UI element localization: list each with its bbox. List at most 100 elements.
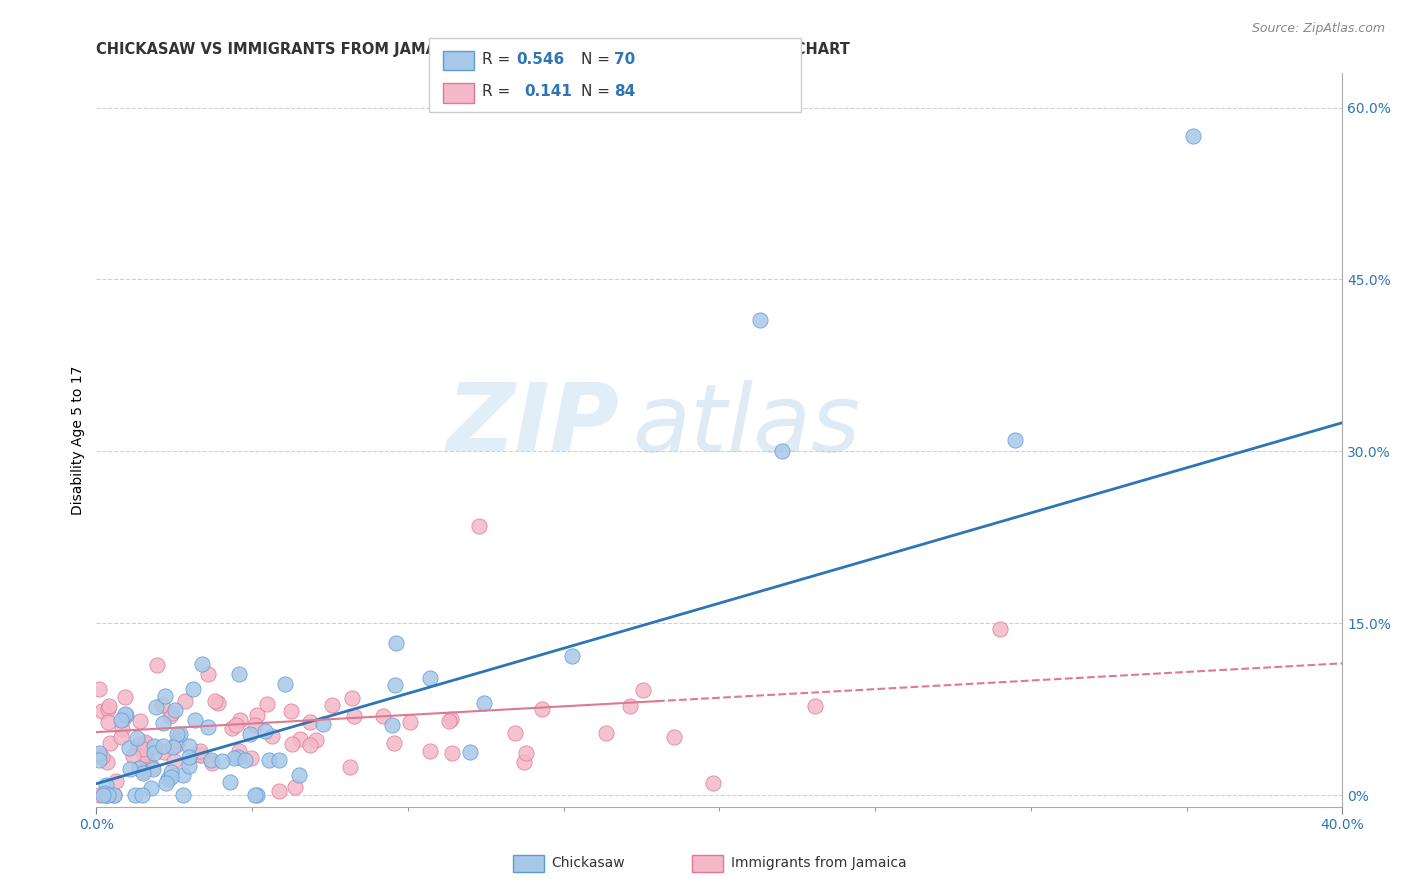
Point xyxy=(127,738,149,752)
Text: atlas: atlas xyxy=(633,380,860,471)
Point xyxy=(98,736,121,750)
Point xyxy=(97,714,120,729)
Point xyxy=(221,721,243,735)
Point xyxy=(239,727,262,741)
Point xyxy=(256,698,278,712)
Text: 0.141: 0.141 xyxy=(524,85,572,99)
Point xyxy=(118,741,141,756)
Point xyxy=(89,753,111,767)
Point xyxy=(748,312,770,326)
Point xyxy=(110,713,132,727)
Text: Chickasaw: Chickasaw xyxy=(551,856,624,871)
Point xyxy=(135,738,157,752)
Point xyxy=(139,780,162,795)
Point xyxy=(94,786,117,800)
Point xyxy=(114,690,136,704)
Point xyxy=(259,753,281,767)
Point xyxy=(97,788,120,802)
Point xyxy=(124,788,146,802)
Point xyxy=(633,683,655,698)
Point xyxy=(229,713,252,727)
Text: ZIP: ZIP xyxy=(447,379,620,471)
Point xyxy=(188,744,211,758)
Point xyxy=(245,788,267,802)
Point xyxy=(440,712,463,726)
Point xyxy=(131,764,153,778)
Point xyxy=(441,747,464,761)
Point xyxy=(152,715,174,730)
Point xyxy=(197,667,219,681)
Point xyxy=(267,753,290,767)
Point xyxy=(152,739,174,753)
Point xyxy=(224,750,246,764)
Point xyxy=(166,727,188,741)
Point xyxy=(89,788,111,802)
Point xyxy=(191,657,214,671)
Point xyxy=(104,774,127,789)
Point xyxy=(128,761,150,775)
Point xyxy=(177,759,200,773)
Point xyxy=(305,733,328,747)
Point xyxy=(89,748,111,763)
Point xyxy=(136,751,159,765)
Point xyxy=(226,749,249,764)
Point xyxy=(770,444,793,458)
Point xyxy=(155,776,177,790)
Point xyxy=(163,754,186,768)
Point xyxy=(129,714,152,729)
Point xyxy=(157,772,180,786)
Point xyxy=(419,744,441,758)
Point xyxy=(141,760,163,774)
Point xyxy=(298,715,321,730)
Point xyxy=(169,726,191,740)
Point xyxy=(211,754,233,768)
Point xyxy=(177,739,200,754)
Point xyxy=(134,735,156,749)
Point xyxy=(131,788,153,802)
Point xyxy=(503,726,526,740)
Point xyxy=(458,745,481,759)
Text: R =: R = xyxy=(482,53,516,67)
Point xyxy=(132,740,155,755)
Point xyxy=(1004,433,1026,447)
Point xyxy=(143,739,166,753)
Text: 70: 70 xyxy=(614,53,636,67)
Point xyxy=(988,622,1011,636)
Point xyxy=(513,756,536,770)
Point xyxy=(702,775,724,789)
Point xyxy=(89,682,111,697)
Point xyxy=(382,736,405,750)
Point xyxy=(90,749,112,764)
Point xyxy=(288,768,311,782)
Text: N =: N = xyxy=(581,53,614,67)
Point xyxy=(373,708,395,723)
Text: R =: R = xyxy=(482,85,520,99)
Point xyxy=(98,698,121,713)
Point xyxy=(167,733,190,747)
Point xyxy=(399,714,422,729)
Point xyxy=(134,745,156,759)
Point xyxy=(134,748,156,763)
Point xyxy=(200,753,222,767)
Text: Source: ZipAtlas.com: Source: ZipAtlas.com xyxy=(1251,22,1385,36)
Point xyxy=(94,788,117,802)
Point xyxy=(284,780,307,794)
Point xyxy=(468,519,491,533)
Point xyxy=(143,746,166,760)
Point xyxy=(177,750,200,764)
Point xyxy=(342,690,364,705)
Point xyxy=(114,707,136,722)
Point xyxy=(804,698,827,713)
Point xyxy=(531,702,554,716)
Point xyxy=(132,766,155,780)
Point xyxy=(97,701,120,715)
Point xyxy=(153,689,176,703)
Text: 0.546: 0.546 xyxy=(516,53,564,67)
Point xyxy=(225,717,247,731)
Point xyxy=(160,764,183,779)
Point xyxy=(190,747,212,762)
Point xyxy=(150,698,173,712)
Point xyxy=(269,784,291,798)
Point xyxy=(664,730,686,744)
Point xyxy=(321,698,343,712)
